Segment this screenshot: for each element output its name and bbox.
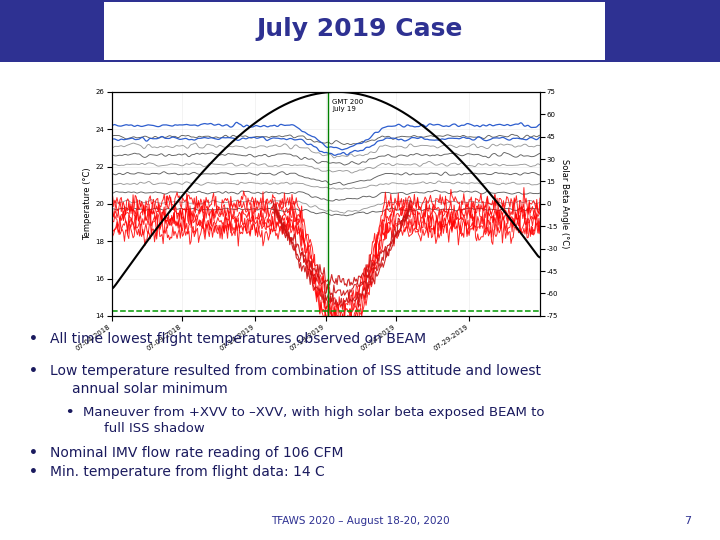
Text: •: • bbox=[65, 406, 73, 419]
Text: July 2019 Case: July 2019 Case bbox=[257, 17, 463, 40]
Text: annual solar minimum: annual solar minimum bbox=[72, 382, 228, 396]
Y-axis label: Temperature (°C): Temperature (°C) bbox=[84, 167, 92, 240]
Text: Min. temperature from flight data: 14 C: Min. temperature from flight data: 14 C bbox=[50, 465, 325, 480]
Text: •: • bbox=[29, 465, 37, 480]
Y-axis label: Solar Beta Angle (°C): Solar Beta Angle (°C) bbox=[560, 159, 569, 248]
Bar bbox=[104, 3, 605, 59]
Text: All time lowest flight temperatures observed on BEAM: All time lowest flight temperatures obse… bbox=[50, 332, 426, 346]
Text: Maneuver from +XVV to –XVV, with high solar beta exposed BEAM to: Maneuver from +XVV to –XVV, with high so… bbox=[83, 406, 544, 419]
Text: TFAWS 2020 – August 18-20, 2020: TFAWS 2020 – August 18-20, 2020 bbox=[271, 516, 449, 526]
Text: Low temperature resulted from combination of ISS attitude and lowest: Low temperature resulted from combinatio… bbox=[50, 364, 541, 379]
Text: Nominal IMV flow rate reading of 106 CFM: Nominal IMV flow rate reading of 106 CFM bbox=[50, 446, 344, 460]
Text: GMT 200
July 19: GMT 200 July 19 bbox=[332, 99, 364, 112]
Text: •: • bbox=[29, 446, 37, 460]
Text: full ISS shadow: full ISS shadow bbox=[104, 422, 205, 435]
Text: 7: 7 bbox=[684, 516, 691, 526]
Text: •: • bbox=[29, 332, 37, 346]
Text: •: • bbox=[29, 364, 37, 379]
